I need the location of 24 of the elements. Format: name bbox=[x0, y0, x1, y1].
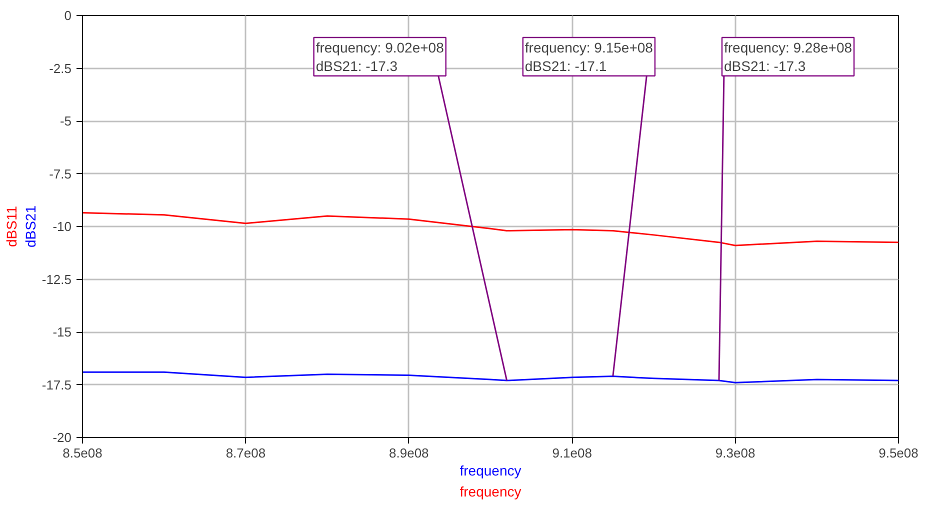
y-tick-label: -2.5 bbox=[49, 60, 72, 76]
x-tick-label: 9.3e08 bbox=[715, 446, 756, 460]
x-tick-label: 8.7e08 bbox=[226, 446, 266, 460]
y-tick-label: -7.5 bbox=[49, 166, 72, 182]
text: dBS21 bbox=[22, 205, 38, 248]
x-tick-label: 9.5e08 bbox=[878, 446, 918, 460]
text: dBS11 bbox=[4, 206, 20, 247]
x-tick-label: 9.1e08 bbox=[552, 446, 592, 460]
y-tick-label: -20 bbox=[52, 430, 72, 445]
x-tick-label: 8.9e08 bbox=[389, 446, 429, 460]
line-series bbox=[82, 371, 898, 384]
line-series bbox=[82, 212, 898, 246]
annotation: frequency: 9.28e+08 dBS21: -17.3 bbox=[724, 40, 852, 74]
annotation: frequency: 9.02e+08 dBS21: -17.3 bbox=[316, 40, 444, 74]
y-tick-label: -15 bbox=[52, 324, 72, 340]
annotation: frequency: 9.15e+08 dBS21: -17.1 bbox=[524, 40, 654, 74]
y-tick-label: 0 bbox=[64, 8, 72, 23]
text: frequency bbox=[460, 484, 522, 500]
x-axis-title: frequency bbox=[460, 462, 522, 478]
x-tick-label: 8.5e08 bbox=[62, 446, 102, 460]
y-tick-label: -10 bbox=[52, 219, 72, 234]
y-tick-label: -12.5 bbox=[42, 272, 72, 287]
y-tick-label: -17.5 bbox=[42, 377, 72, 392]
y-tick-label: -5 bbox=[60, 114, 72, 128]
